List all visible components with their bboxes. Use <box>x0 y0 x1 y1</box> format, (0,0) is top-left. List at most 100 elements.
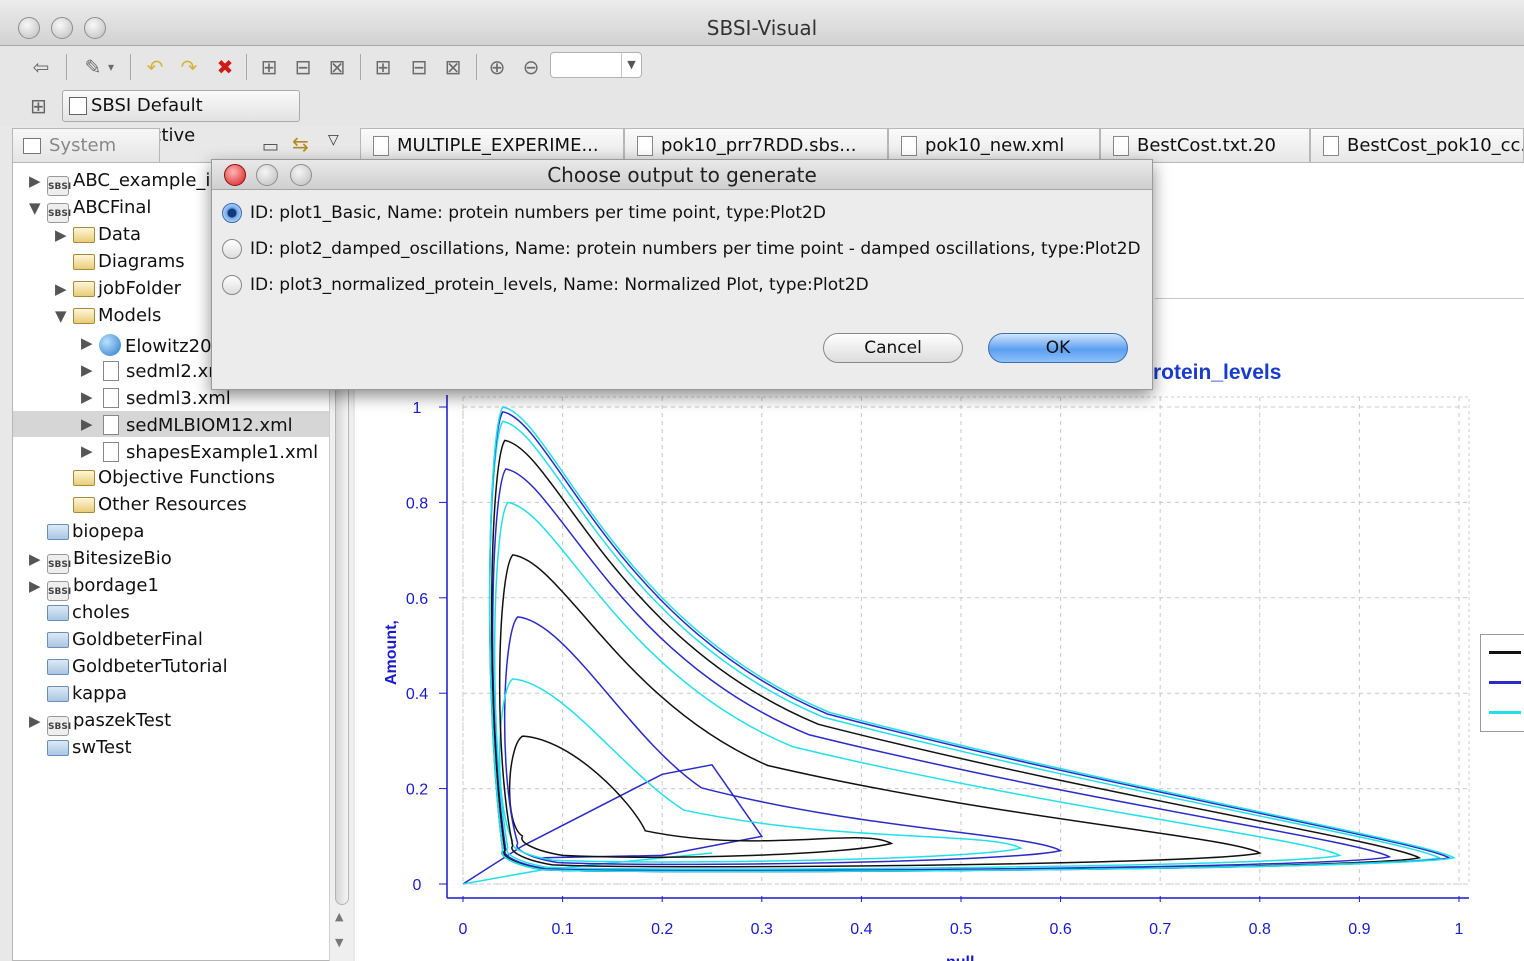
editor-top-panel <box>1155 163 1524 299</box>
tree-item-goldbeterfinal[interactable]: GoldbeterFinal <box>13 627 329 653</box>
series-line-loop-10 <box>488 406 1457 873</box>
zoom-out-icon[interactable]: ⊖ <box>522 55 540 79</box>
expand-arrow-icon[interactable]: ▶ <box>29 550 41 568</box>
minimize-window-button[interactable] <box>51 17 73 39</box>
expand-arrow-icon[interactable]: ▶ <box>81 442 93 460</box>
layout-vertical-icon[interactable]: ⊠ <box>328 55 346 79</box>
radio-button[interactable] <box>222 239 242 259</box>
expand-arrow-icon[interactable]: ▶ <box>81 334 93 352</box>
undo-icon[interactable]: ↶ <box>146 55 164 79</box>
align-top-icon[interactable]: ⊞ <box>374 55 392 79</box>
layout-horizontal-icon[interactable]: ⊟ <box>294 55 312 79</box>
tree-item-kappa[interactable]: kappa <box>13 681 329 707</box>
option-label: ID: plot2_damped_oscillations, Name: pro… <box>250 239 1141 259</box>
perspective-switcher[interactable]: SBSI Default Perspective <box>62 90 300 146</box>
tree-item-data[interactable]: ▶ Data <box>13 222 329 248</box>
tab-pok10-new[interactable]: pok10_new.xml <box>888 128 1100 162</box>
legend-swatch-black <box>1489 651 1521 654</box>
view-icon <box>23 138 41 154</box>
tree-item-paszektest[interactable]: ▶ SBSI paszekTest <box>13 708 329 736</box>
link-with-editor-icon[interactable]: ⇆ <box>292 132 309 156</box>
tree-item-models[interactable]: ▼ Models <box>13 303 329 329</box>
tab-bestcost-txt[interactable]: BestCost.txt.20 <box>1100 128 1310 162</box>
tree-label: GoldbeterTutorial <box>72 656 228 677</box>
expand-arrow-icon[interactable]: ▶ <box>29 577 41 595</box>
scrollbar-thumb[interactable] <box>335 385 349 905</box>
dialog-minimize-button[interactable] <box>256 164 278 186</box>
open-perspective-icon[interactable]: ⊞ <box>30 94 47 118</box>
expand-arrow-icon[interactable]: ▶ <box>81 361 93 379</box>
expand-arrow-icon[interactable]: ▶ <box>55 226 67 244</box>
tree-item-choles[interactable]: choles <box>13 600 329 626</box>
tree-item-goldbetertutorial[interactable]: GoldbeterTutorial <box>13 654 329 680</box>
close-window-button[interactable] <box>18 17 40 39</box>
tree-item-biopepa[interactable]: biopepa <box>13 519 329 545</box>
scroll-up-icon[interactable]: ▲ <box>335 910 344 923</box>
tree-item-abcfinal[interactable]: ▼ SBSI ABCFinal <box>13 195 329 223</box>
align-middle-icon[interactable]: ⊟ <box>410 55 428 79</box>
back-arrow-icon[interactable]: ⇦ <box>32 55 50 79</box>
chevron-down-icon[interactable]: ▾ <box>107 60 115 74</box>
cancel-button[interactable]: Cancel <box>823 333 963 363</box>
tree-item-other-resources[interactable]: Other Resources <box>13 492 329 518</box>
expand-arrow-icon[interactable]: ▶ <box>81 388 93 406</box>
file-icon <box>103 388 119 408</box>
tree-label: GoldbeterFinal <box>72 629 203 650</box>
series-line-loop-6 <box>491 468 1392 872</box>
folder-icon <box>73 308 95 324</box>
tree-item-objective-functions[interactable]: Objective Functions <box>13 465 329 491</box>
tree-item-abc-example[interactable]: ▶ SBSI ABC_example_in <box>13 168 329 196</box>
series-line-loop-5 <box>493 501 1342 870</box>
tab-system-view[interactable]: System View <box>12 128 160 190</box>
tree-item-shapesexample1[interactable]: ▶ shapesExample1.xml <box>13 438 329 464</box>
series-line-loop-7 <box>490 439 1422 873</box>
zoom-window-button[interactable] <box>84 17 106 39</box>
series-line-loop-3 <box>499 678 1023 863</box>
tree-item-bordage1[interactable]: ▶ SBSI bordage1 <box>13 573 329 601</box>
dialog-zoom-button[interactable] <box>290 164 312 186</box>
tree-label: sedml2.xm <box>126 361 226 382</box>
zoom-in-icon[interactable]: ⊕ <box>488 55 506 79</box>
tab-bestcost-pok10[interactable]: BestCost_pok10_cc... <box>1310 128 1524 162</box>
x-tick-label: 0.4 <box>850 921 872 938</box>
scroll-down-icon[interactable]: ▼ <box>335 936 344 949</box>
ok-button[interactable]: OK <box>988 333 1128 363</box>
x-tick-label: 0.1 <box>551 921 573 938</box>
layout-tree-icon[interactable]: ⊞ <box>260 55 278 79</box>
x-tick-label: 0.6 <box>1049 921 1071 938</box>
expand-arrow-icon[interactable]: ▶ <box>81 415 93 433</box>
chart-series-group <box>462 406 1457 885</box>
tree-item-bitesizebio[interactable]: ▶ SBSI BitesizeBio <box>13 546 329 574</box>
folder-icon <box>73 227 95 243</box>
view-menu-icon[interactable]: ▽ <box>328 132 339 148</box>
dialog-close-button[interactable] <box>224 164 246 186</box>
align-bottom-icon[interactable]: ⊠ <box>444 55 462 79</box>
tree-item-sedml2[interactable]: ▶ sedml2.xm <box>13 357 329 383</box>
chevron-down-icon[interactable]: ▼ <box>621 53 641 77</box>
x-tick-label: 1 <box>1455 921 1464 938</box>
run-wizard-icon[interactable]: ✎ <box>84 55 102 79</box>
zoom-level-combo[interactable]: ▼ <box>550 52 642 78</box>
expand-arrow-icon[interactable]: ▶ <box>29 712 41 730</box>
tree-item-elowitz[interactable]: ▶ Elowitz200 <box>13 330 329 357</box>
tab-pok10-prr7rdd[interactable]: pok10_prr7RDD.sbs... <box>624 128 888 162</box>
minimize-view-icon[interactable]: ▭ <box>262 136 280 157</box>
x-tick-label: 0.3 <box>751 921 773 938</box>
tree-item-diagrams[interactable]: Diagrams <box>13 249 329 275</box>
system-view-scrollbar[interactable]: ▲ ▼ <box>329 380 353 961</box>
folder-icon <box>47 632 69 648</box>
radio-button-selected[interactable] <box>222 203 242 223</box>
expand-arrow-icon[interactable]: ▶ <box>29 172 41 190</box>
tree-item-sedml3[interactable]: ▶ sedml3.xml <box>13 384 329 410</box>
folder-icon <box>47 740 69 756</box>
tree-item-jobfolder[interactable]: ▶ jobFolder <box>13 276 329 302</box>
redo-icon[interactable]: ↷ <box>180 55 198 79</box>
collapse-arrow-icon[interactable]: ▼ <box>55 307 67 325</box>
tab-multiple-experiments[interactable]: MULTIPLE_EXPERIME... <box>360 128 624 162</box>
delete-icon[interactable]: ✖ <box>216 55 234 79</box>
radio-button[interactable] <box>222 275 242 295</box>
collapse-arrow-icon[interactable]: ▼ <box>29 199 41 217</box>
tree-item-swtest[interactable]: swTest <box>13 735 329 761</box>
tree-item-sedmlbiom12[interactable]: ▶ sedMLBIOM12.xml <box>13 411 329 437</box>
expand-arrow-icon[interactable]: ▶ <box>55 280 67 298</box>
